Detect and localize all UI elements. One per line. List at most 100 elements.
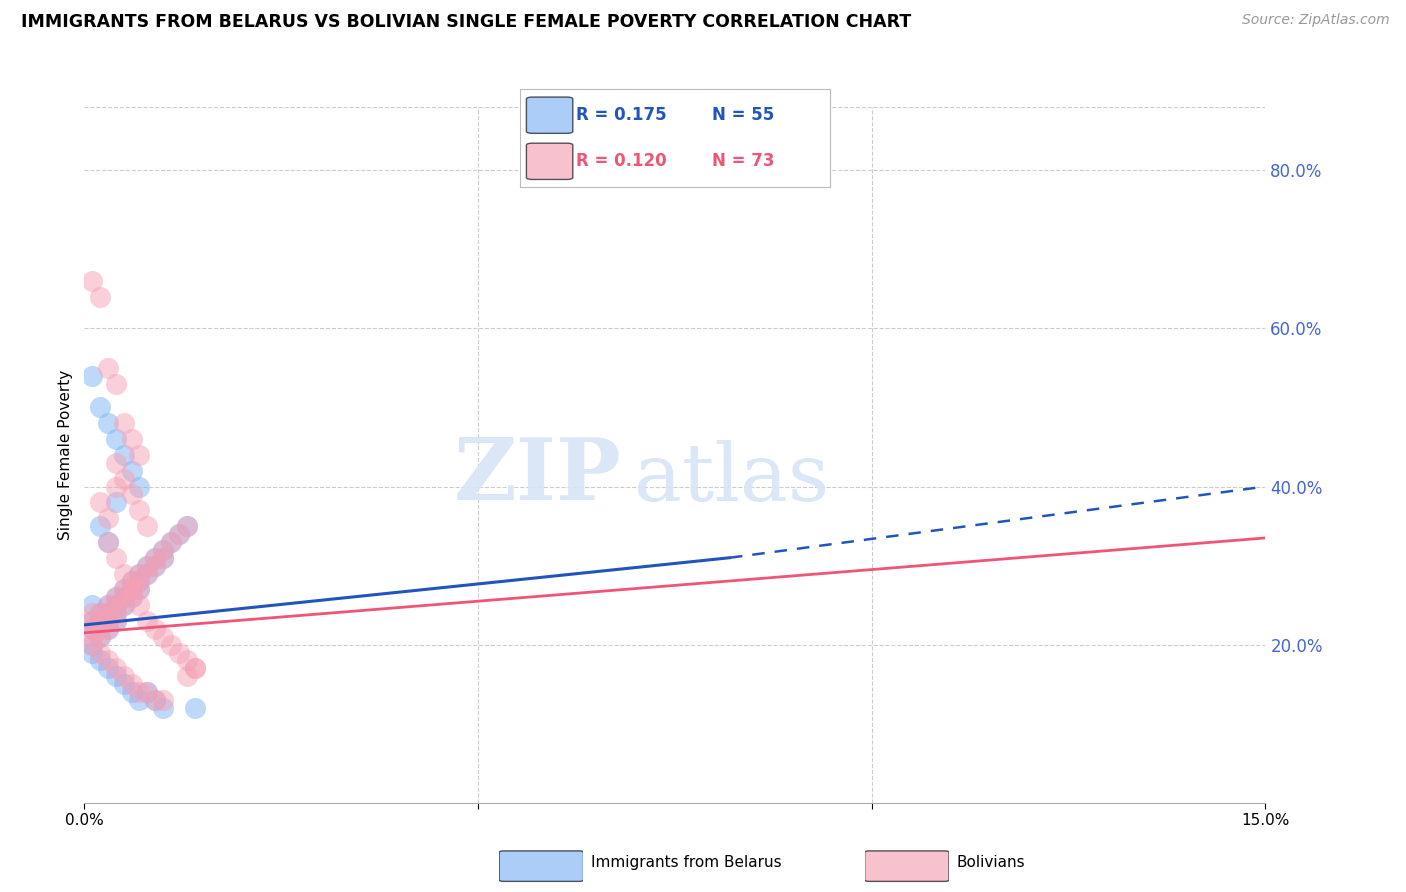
Point	[89, 495, 111, 509]
Point	[121, 677, 143, 691]
Text: Immigrants from Belarus: Immigrants from Belarus	[591, 855, 782, 870]
Point	[112, 591, 135, 605]
Point	[136, 519, 159, 533]
Point	[104, 376, 127, 391]
Point	[128, 582, 150, 597]
Point	[152, 693, 174, 707]
Point	[89, 622, 111, 636]
Point	[112, 677, 135, 691]
Point	[112, 591, 135, 605]
Point	[121, 432, 143, 446]
Point	[176, 519, 198, 533]
Text: atlas: atlas	[634, 441, 828, 518]
Point	[112, 669, 135, 683]
Point	[176, 653, 198, 667]
Point	[104, 456, 127, 470]
FancyBboxPatch shape	[526, 143, 572, 179]
Point	[136, 685, 159, 699]
Point	[143, 693, 166, 707]
Point	[160, 638, 183, 652]
Point	[112, 598, 135, 612]
Point	[82, 598, 104, 612]
Point	[128, 685, 150, 699]
Point	[128, 479, 150, 493]
Point	[112, 472, 135, 486]
Point	[143, 550, 166, 565]
Point	[176, 669, 198, 683]
Point	[97, 598, 120, 612]
Point	[97, 614, 120, 628]
Point	[89, 653, 111, 667]
Point	[128, 574, 150, 589]
Point	[97, 606, 120, 620]
Point	[112, 448, 135, 462]
Point	[167, 646, 190, 660]
Text: N = 73: N = 73	[711, 152, 775, 169]
Point	[82, 630, 104, 644]
Point	[112, 566, 135, 581]
Point	[160, 534, 183, 549]
Point	[183, 661, 205, 675]
Point	[97, 614, 120, 628]
Point	[97, 622, 120, 636]
Point	[97, 511, 120, 525]
Point	[104, 606, 127, 620]
Point	[112, 582, 135, 597]
Point	[112, 598, 135, 612]
Text: R = 0.120: R = 0.120	[576, 152, 666, 169]
Point	[121, 591, 143, 605]
Point	[143, 622, 166, 636]
Text: Source: ZipAtlas.com: Source: ZipAtlas.com	[1241, 13, 1389, 28]
Point	[121, 582, 143, 597]
Point	[136, 566, 159, 581]
Point	[152, 630, 174, 644]
Point	[104, 479, 127, 493]
Point	[82, 638, 104, 652]
Point	[128, 598, 150, 612]
Point	[82, 614, 104, 628]
Point	[152, 542, 174, 557]
Point	[89, 519, 111, 533]
Y-axis label: Single Female Poverty: Single Female Poverty	[58, 370, 73, 540]
Point	[128, 574, 150, 589]
Point	[143, 558, 166, 573]
Point	[89, 606, 111, 620]
Point	[89, 401, 111, 415]
Point	[97, 598, 120, 612]
Point	[128, 582, 150, 597]
Point	[97, 653, 120, 667]
Point	[89, 630, 111, 644]
Point	[152, 542, 174, 557]
Point	[104, 614, 127, 628]
Point	[89, 614, 111, 628]
Point	[121, 574, 143, 589]
Point	[152, 701, 174, 715]
Point	[183, 661, 205, 675]
Point	[121, 464, 143, 478]
Point	[121, 685, 143, 699]
Point	[82, 614, 104, 628]
Point	[89, 630, 111, 644]
Text: R = 0.175: R = 0.175	[576, 106, 666, 124]
Point	[152, 550, 174, 565]
Text: Bolivians: Bolivians	[956, 855, 1025, 870]
Point	[136, 685, 159, 699]
Point	[97, 360, 120, 375]
Point	[97, 622, 120, 636]
Point	[112, 417, 135, 431]
Point	[104, 598, 127, 612]
Point	[136, 558, 159, 573]
Point	[121, 487, 143, 501]
Point	[89, 290, 111, 304]
Point	[89, 606, 111, 620]
Point	[97, 534, 120, 549]
Point	[97, 417, 120, 431]
Point	[89, 614, 111, 628]
Point	[128, 503, 150, 517]
FancyBboxPatch shape	[865, 851, 949, 881]
Point	[104, 495, 127, 509]
Point	[136, 614, 159, 628]
Point	[143, 550, 166, 565]
Point	[82, 622, 104, 636]
Point	[82, 622, 104, 636]
